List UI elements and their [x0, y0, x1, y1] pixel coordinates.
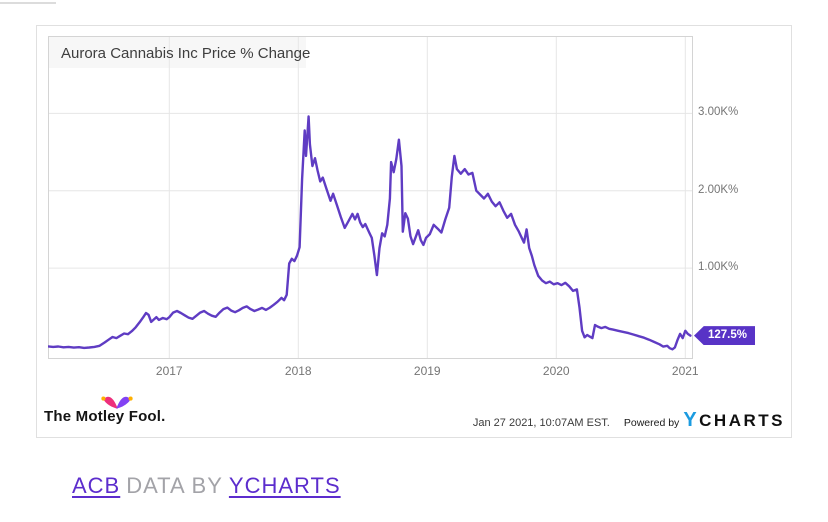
- data-by-label: DATA BY: [126, 473, 223, 498]
- price-change-line-chart: [48, 36, 693, 359]
- last-value-badge: 127.5%: [694, 326, 756, 346]
- caption: ACB DATA BY YCHARTS: [72, 473, 341, 499]
- ycharts-logo-y: Y: [683, 409, 700, 431]
- powered-by-label: Powered by: [623, 417, 680, 429]
- source-link[interactable]: YCHARTS: [228, 473, 341, 498]
- x-axis-tick-label: 2020: [542, 364, 570, 378]
- chart-card: Aurora Cannabis Inc Price % Change 127.5…: [36, 25, 792, 438]
- x-axis-tick-label: 2017: [155, 364, 183, 378]
- x-axis-tick-label: 2018: [284, 364, 312, 378]
- motley-fool-wordmark: The Motley Fool.: [44, 408, 166, 425]
- y-axis-tick-label: 3.00K%: [698, 106, 739, 119]
- motley-fool-logo: The Motley Fool.: [44, 392, 194, 436]
- window-edge-line: [0, 2, 56, 4]
- price-line: [48, 115, 692, 351]
- y-axis-tick-label: 1.00K%: [698, 261, 739, 274]
- ticker-link[interactable]: ACB: [72, 473, 121, 498]
- x-axis-tick-label: 2019: [413, 364, 441, 378]
- ycharts-logo: YCHARTS: [683, 409, 785, 432]
- jester-hat-icon: [101, 396, 133, 409]
- chart-title: Aurora Cannabis Inc Price % Change: [61, 45, 311, 62]
- plot-border: [48, 36, 693, 359]
- x-axis-tick-label: 2021: [671, 364, 699, 378]
- footer-stamp: Jan 27 2021, 10:07AM EST. Powered by YCH…: [473, 409, 785, 432]
- ycharts-logo-text: CHARTS: [699, 411, 785, 430]
- timestamp: Jan 27 2021, 10:07AM EST.: [472, 417, 610, 429]
- chart-title-background: [49, 37, 306, 68]
- last-value-label: 127.5%: [708, 329, 748, 342]
- y-axis-tick-label: 2.00K%: [698, 183, 739, 196]
